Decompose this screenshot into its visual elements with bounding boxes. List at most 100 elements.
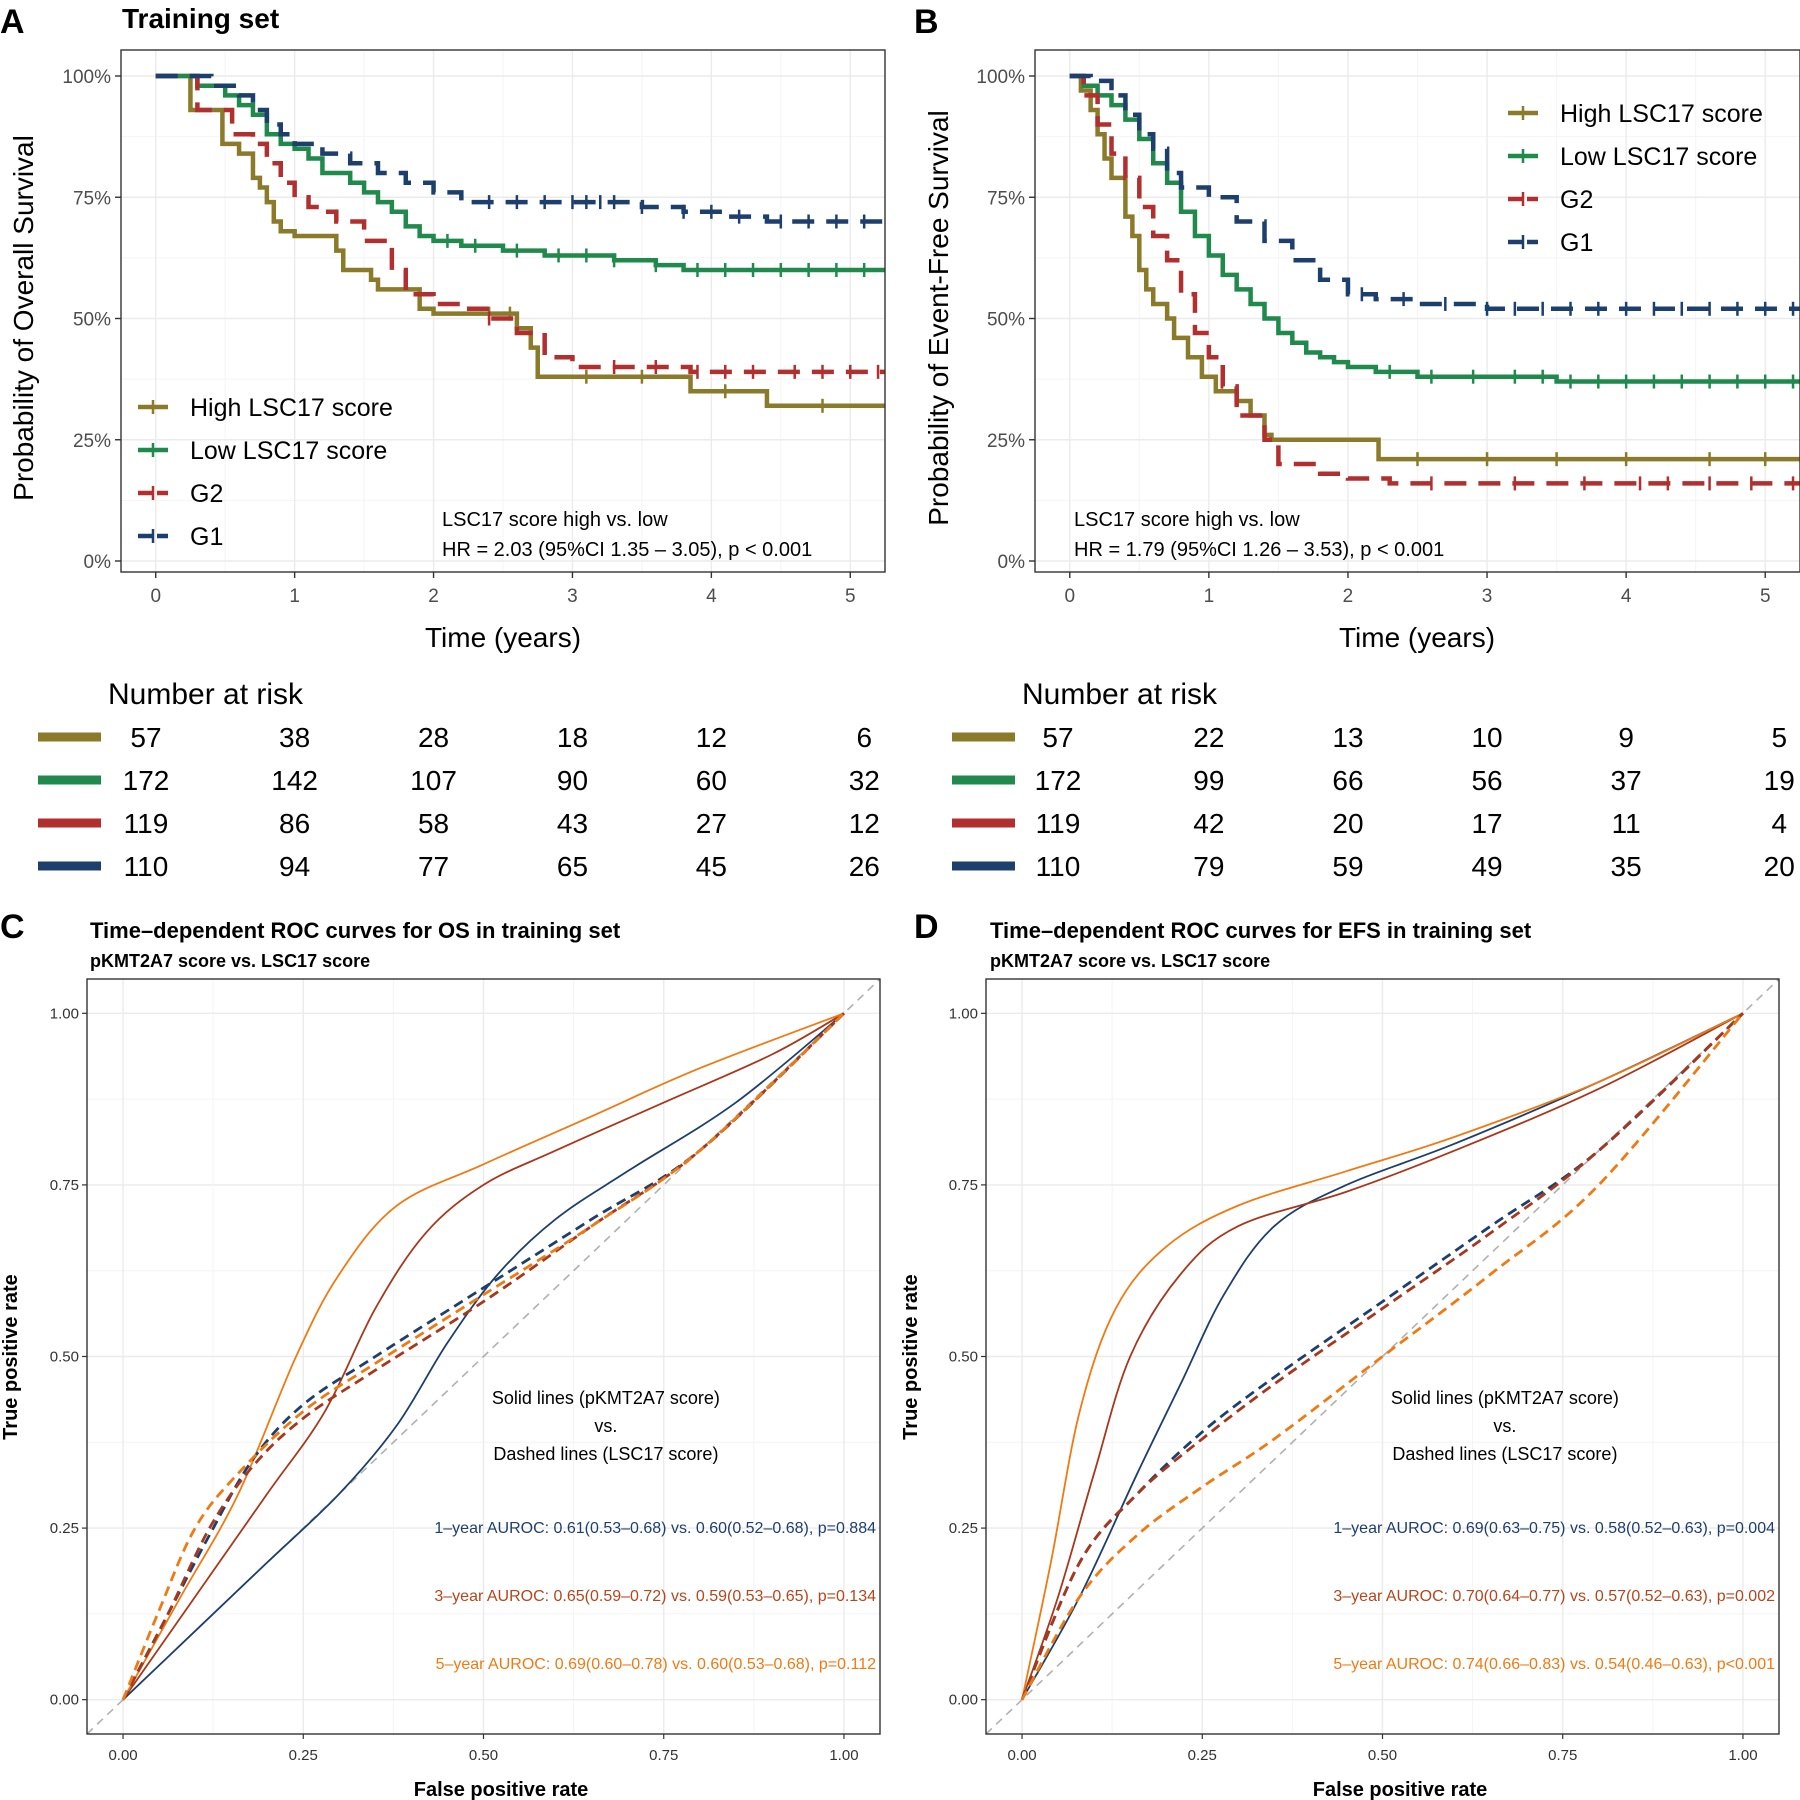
panel-d-x-tick-label: 0.25 [1188,1747,1217,1764]
panel-a-y-tick-label: 50% [73,310,111,331]
panel-a-legend: High LSC17 score Low LSC17 score G2 G1 [138,394,393,551]
panel-c-x-tick-label: 1.00 [829,1747,858,1764]
panel-c-note-line: Solid lines (pKMT2A7 score) [492,1388,720,1408]
panel-b-legend-label: Low LSC17 score [1560,143,1757,171]
panel-b-risk-value: 172 [1035,765,1082,796]
panel-a-curve-g2 [155,73,885,375]
panel-a-legend-label: G2 [190,480,223,508]
panel-a-title: Training set [122,3,279,34]
panel-c-y-tick-label: 0.00 [50,1692,79,1709]
panel-c-note-line: vs. [594,1416,617,1436]
panel-a-annotation-line2: HR = 2.03 (95%CI 1.35 – 3.05), p < 0.001 [442,539,812,561]
panel-b-annotation-line2: HR = 1.79 (95%CI 1.26 – 3.53), p < 0.001 [1074,539,1444,561]
panel-c-x-tick-label: 0.50 [469,1747,498,1764]
panel-a-risk-value: 43 [557,808,588,839]
panel-d-subtitle: pKMT2A7 score vs. LSC17 score [990,951,1270,971]
panel-a-x-tick-label: 4 [706,586,717,607]
panel-b-curve-low-lsc17-score [1069,73,1800,384]
panel-b-legend-label: G1 [1560,229,1593,257]
panel-c-x-tick-label: 0.00 [108,1747,137,1764]
panel-b-annotation-line1: LSC17 score high vs. low [1074,509,1300,531]
panel-b-risk-value: 99 [1193,765,1224,796]
panel-d-y-tick-label: 0.50 [949,1349,978,1366]
panel-d-y-tick-label: 0.75 [949,1177,978,1194]
panel-b-risk-value: 20 [1332,808,1363,839]
panel-b-x-tick-label: 5 [1760,586,1771,607]
panel-c-auroc-label: 5–year AUROC: 0.69(0.60–0.78) vs. 0.60(0… [436,1656,877,1673]
panel-a-risk-value: 12 [849,808,880,839]
panel-b-risk-value: 19 [1764,765,1795,796]
panel-a-risk-title: Number at risk [108,678,304,711]
panel-c-y-tick-label: 0.75 [50,1177,79,1194]
panel-a-risk-value: 77 [418,851,449,882]
panel-b-curve-high-lsc17-score [1069,73,1800,462]
panel-c-roc-curve-dashed-4 [121,1012,845,1701]
panel-a-risk-value: 94 [279,851,310,882]
panel-a-x-tick-label: 5 [845,586,856,607]
panel-b-y-tick-label: 100% [976,67,1025,88]
panel-d-auroc-label: 5–year AUROC: 0.74(0.66–0.83) vs. 0.54(0… [1333,1656,1775,1673]
panel-b-legend-label: High LSC17 score [1560,100,1763,128]
panel-b-risk-value: 11 [1612,808,1641,839]
panel-c-roc-curve-solid-0 [122,1012,845,1701]
panel-b-x-tick-label: 1 [1204,586,1215,607]
panel-c-roc-curve-dashed-5 [121,1012,845,1701]
panel-a-curve-low-lsc17-score [155,73,885,273]
panel-a-risk-value: 6 [856,722,872,753]
panel-c-subtitle: pKMT2A7 score vs. LSC17 score [90,951,370,971]
panel-b-risk-value: 22 [1193,722,1224,753]
panel-d-auroc-label: 1–year AUROC: 0.69(0.63–0.75) vs. 0.58(0… [1333,1520,1775,1537]
panel-a-x-tick-label: 2 [428,586,439,607]
panel-c-x-axis-title: False positive rate [414,1779,589,1800]
panel-b-x-axis-title: Time (years) [1339,622,1495,653]
panel-a-risk-value: 38 [279,722,310,753]
panel-a-letter: A [0,3,25,41]
panel-d-roc-curve-solid-2 [1021,1012,1744,1700]
panel-a-curve-high-lsc17-score [155,73,885,409]
panel-b-risk-table: Number at risk 57 22 13 10 9 5 172 99 66 56 37 19 11… [952,678,1795,882]
panel-b-x-tick-label: 0 [1064,586,1075,607]
panel-d-x-tick-label: 0.50 [1368,1747,1397,1764]
panel-b-risk-value: 4 [1771,808,1787,839]
panel-c-y-tick-label: 0.50 [50,1349,79,1366]
panel-a-risk-value: 28 [418,722,449,753]
panel-b-risk-value: 10 [1471,722,1502,753]
panel-d-note-line: Dashed lines (LSC17 score) [1392,1444,1617,1464]
panel-a-risk-value: 65 [557,851,588,882]
panel-b-legend-label: G2 [1560,186,1593,214]
panel-b-risk-value: 20 [1764,851,1795,882]
panel-c-title: Time–dependent ROC curves for OS in trai… [90,918,621,943]
panel-b-risk-value: 17 [1471,808,1502,839]
panel-a-km-plot: 0 1 2 3 4 50%25%50%75%100% High LSC17 scoreLo… [8,49,886,653]
panel-a-risk-value: 142 [271,765,318,796]
panel-d-roc-curve-dashed-3 [1020,1012,1744,1701]
panel-a-risk-value: 27 [696,808,727,839]
panel-a-y-tick-label: 25% [73,431,111,452]
panel-b-x-tick-label: 2 [1343,586,1354,607]
panel-c-roc-curve-dashed-3 [121,1012,845,1701]
panel-a-x-tick-label: 3 [567,586,578,607]
panel-b-y-tick-label: 25% [987,431,1025,452]
panel-b-x-tick-label: 4 [1621,586,1632,607]
panel-d-roc-curve-solid-1 [1021,1012,1744,1700]
panel-a-risk-value: 107 [410,765,457,796]
panel-b-risk-value: 56 [1471,765,1502,796]
panel-a-risk-value: 90 [557,765,588,796]
panel-a-risk-table: Number at risk 57 38 28 18 12 6 172 142 107 90 60 3… [38,678,880,882]
panel-c-x-tick-label: 0.75 [649,1747,678,1764]
panel-b-risk-value: 119 [1036,808,1081,839]
panel-c-y-tick-label: 1.00 [50,1005,79,1022]
panel-d-auroc-label: 3–year AUROC: 0.70(0.64–0.77) vs. 0.57(0… [1333,1588,1775,1605]
panel-a-x-tick-label: 0 [150,586,161,607]
panel-c-roc-plot: Time–dependent ROC curves for OS in trai… [0,918,881,1800]
panel-d-x-tick-label: 0.75 [1548,1747,1577,1764]
panel-a-risk-value: 58 [418,808,449,839]
panel-b-curve-g2 [1069,73,1800,486]
panel-c-note-line: Dashed lines (LSC17 score) [493,1444,718,1464]
panel-b-risk-value: 79 [1193,851,1224,882]
panel-a-risk-value: 60 [696,765,727,796]
panel-b-y-tick-label: 50% [987,310,1025,331]
panel-b-risk-value: 110 [1036,851,1081,882]
panel-c-roc-curve-solid-1 [122,1012,845,1701]
panel-a-x-axis-title: Time (years) [425,622,581,653]
